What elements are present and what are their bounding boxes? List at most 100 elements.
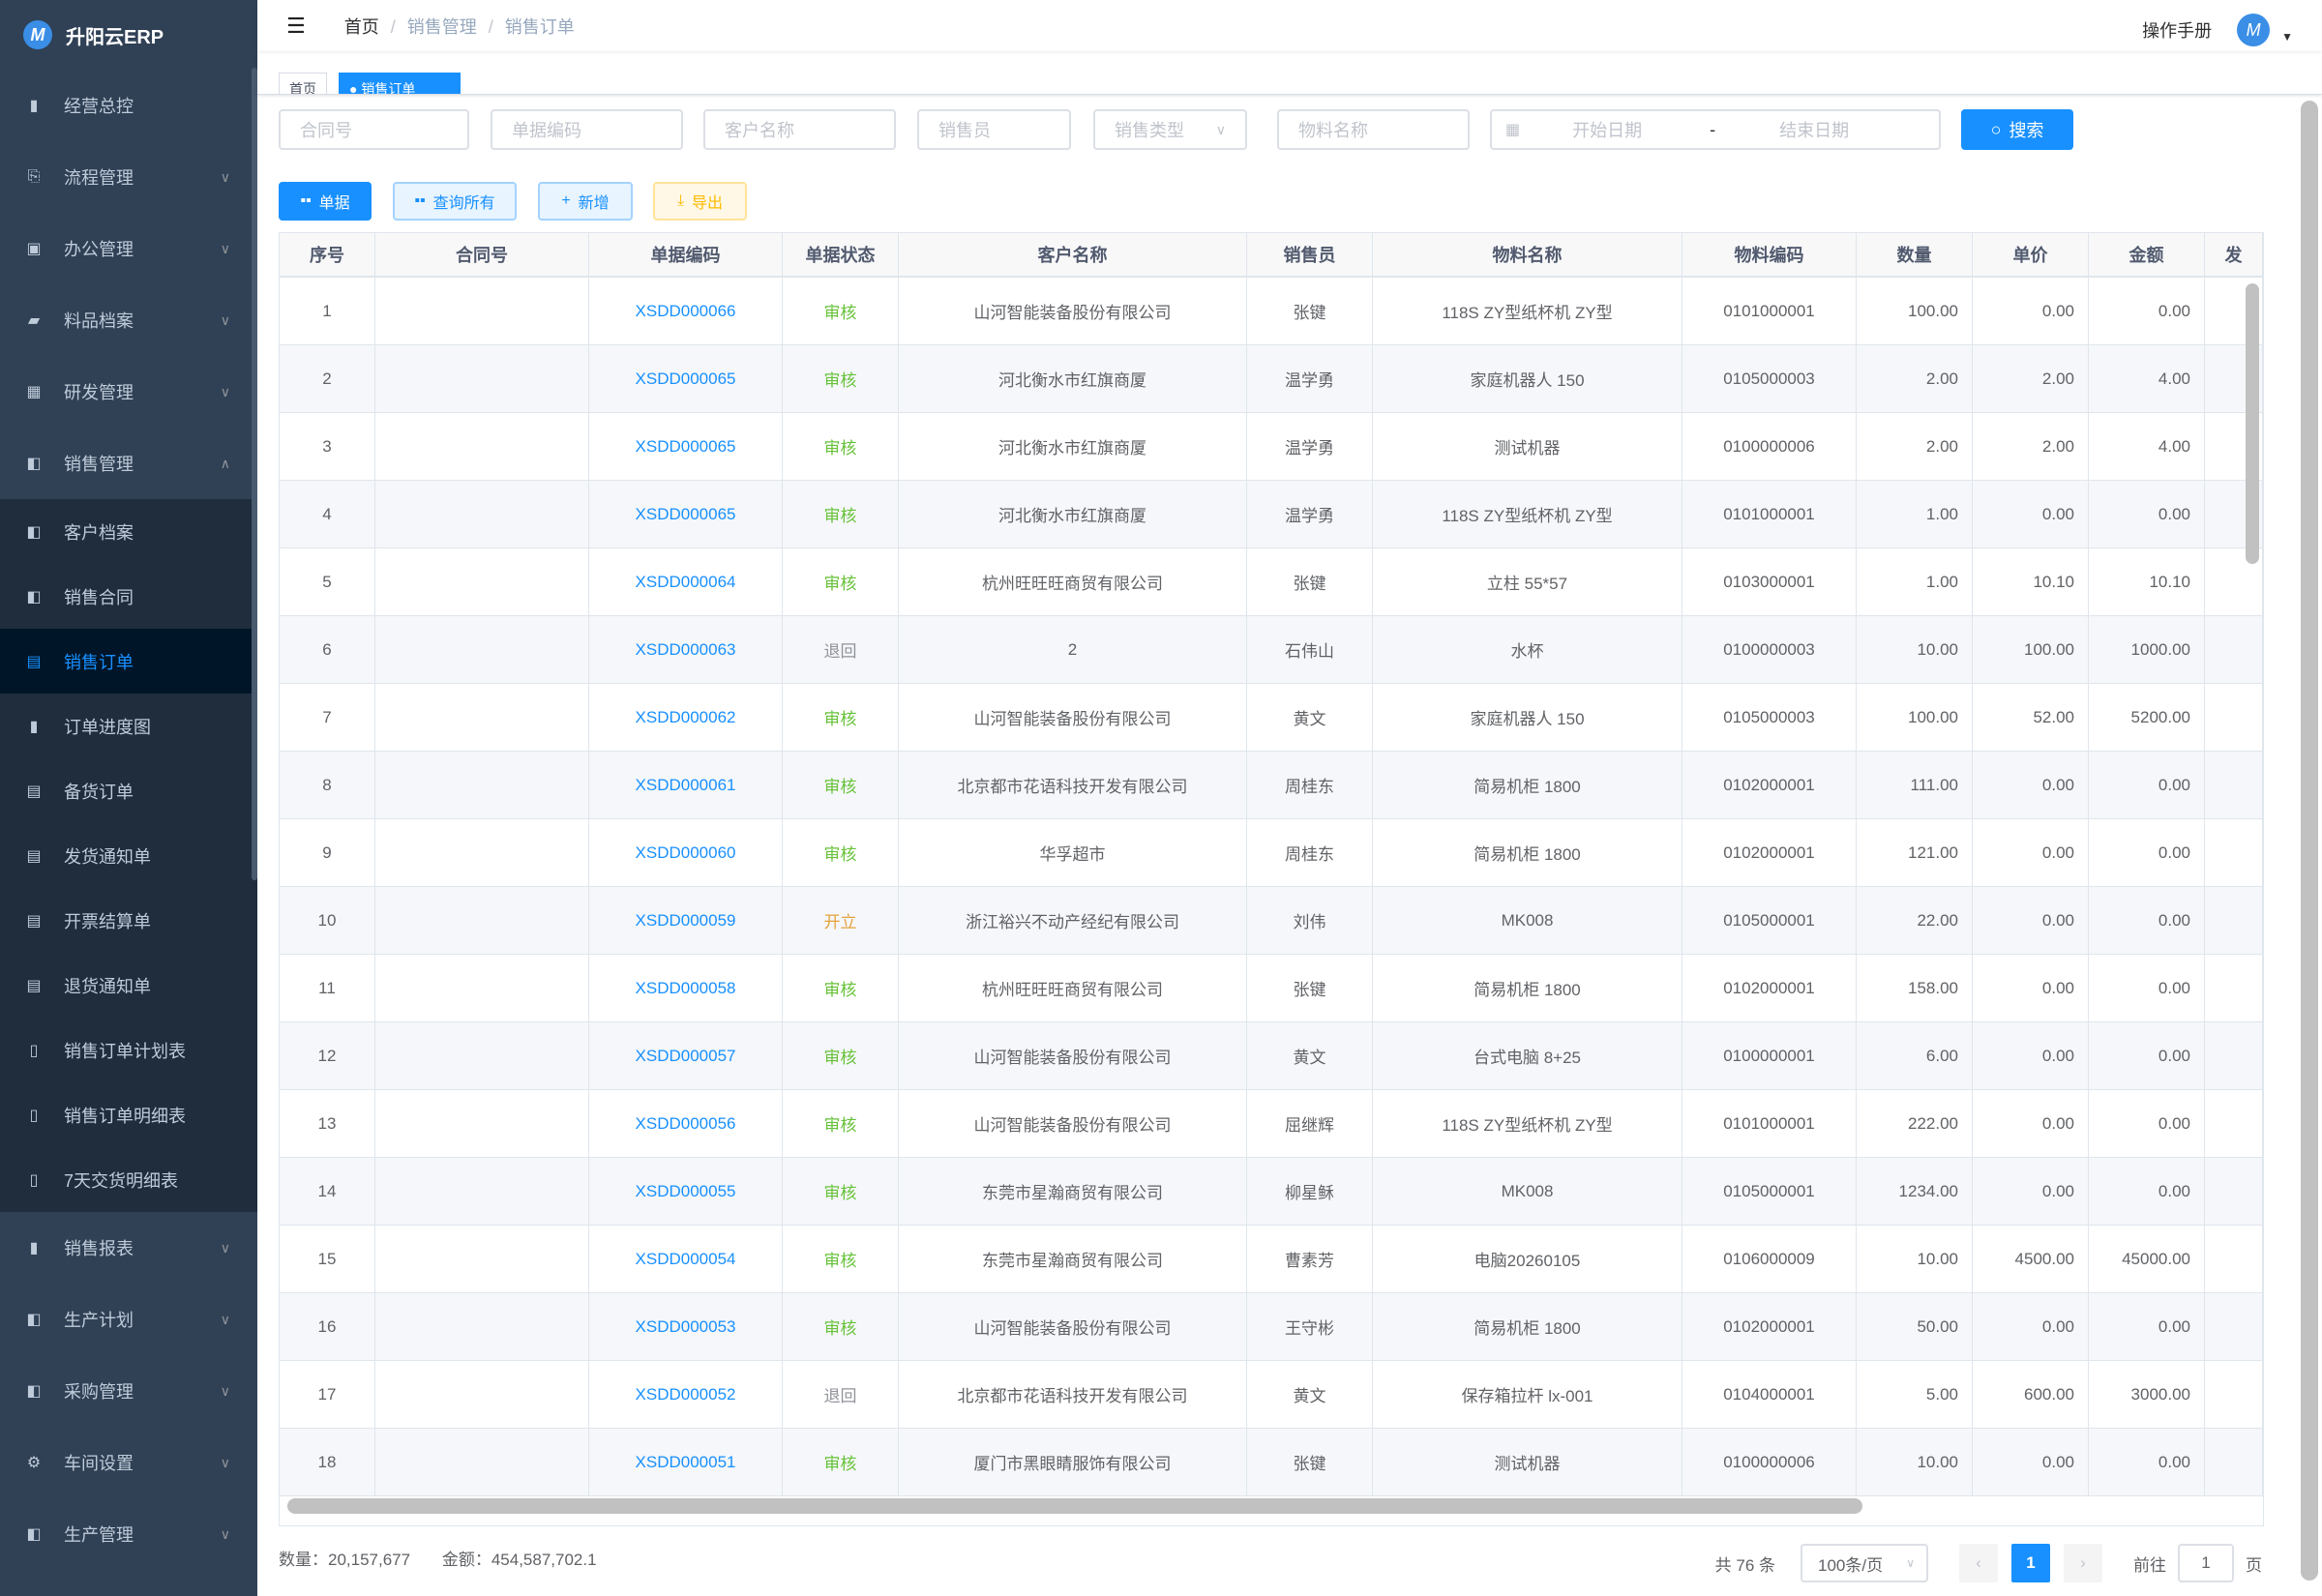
table-row[interactable]: 8 XSDD000061 审核 北京都市花语科技开发有限公司 周桂东 简易机柜 1800 0… [280,752,2263,819]
doc-code-link[interactable]: XSDD000053 [589,1293,783,1360]
manual-link[interactable]: 操作手册 [2142,21,2213,41]
doc-code-link[interactable]: XSDD000064 [589,548,783,615]
tag-home[interactable]: 首页 [279,73,327,94]
column-header[interactable]: 物料名称 [1373,233,1682,276]
table-row[interactable]: 11 XSDD000058 审核 杭州旺旺旺商贸有限公司 张键 简易机柜 1800 0102… [280,955,2263,1022]
hamburger-icon[interactable]: ☰ [286,13,306,38]
doc-code-link[interactable]: XSDD000061 [589,752,783,818]
table-row[interactable]: 15 XSDD000054 审核 东莞市星瀚商贸有限公司 曹素芳 电脑20260105 01… [280,1226,2263,1293]
doc-code-link[interactable]: XSDD000055 [589,1158,783,1225]
sidebar-item-21[interactable]: ◧ 生产管理 ∨ [0,1498,257,1570]
doc-code-link[interactable]: XSDD000062 [589,684,783,751]
column-header[interactable]: 单据状态 [783,233,899,276]
column-header[interactable]: 数量 [1857,233,1973,276]
sidebar-item-14[interactable]: ▯ 销售订单计划表 [0,1018,257,1082]
sidebar-item-7[interactable]: ◧ 销售合同 [0,564,257,629]
sidebar-item-12[interactable]: ▤ 开票结算单 [0,888,257,953]
table-row[interactable]: 4 XSDD000065 审核 河北衡水市红旗商厦 温学勇 118S ZY型纸杯机 ZY型… [280,481,2263,548]
goto-page-input[interactable]: 1 [2178,1544,2234,1582]
table-row[interactable]: 12 XSDD000057 审核 山河智能装备股份有限公司 黄文 台式电脑 8+25 010… [280,1022,2263,1090]
tag-sales-order[interactable]: ● 销售订单 [339,73,461,94]
table-row[interactable]: 16 XSDD000053 审核 山河智能装备股份有限公司 王守彬 简易机柜 1800 01… [280,1293,2263,1361]
doc-code-input[interactable]: 单据编码 [491,109,683,150]
column-header[interactable]: 销售员 [1247,233,1373,276]
table-row[interactable]: 5 XSDD000064 审核 杭州旺旺旺商贸有限公司 张键 立柱 55*57 010300… [280,548,2263,616]
column-header[interactable]: 合同号 [375,233,589,276]
doc-code-link[interactable]: XSDD000060 [589,819,783,886]
column-header[interactable]: 单价 [1973,233,2089,276]
sidebar-item-2[interactable]: ▣ 办公管理 ∨ [0,213,257,284]
doc-code-link[interactable]: XSDD000057 [589,1022,783,1089]
doc-code-link[interactable]: XSDD000059 [589,887,783,954]
doc-code-link[interactable]: XSDD000065 [589,345,783,412]
table-row[interactable]: 10 XSDD000059 开立 浙江裕兴不动产经纪有限公司 刘伟 MK008 010500… [280,887,2263,955]
table-row[interactable]: 3 XSDD000065 审核 河北衡水市红旗商厦 温学勇 测试机器 0100000006 2… [280,413,2263,481]
sidebar-item-16[interactable]: ▯ 7天交货明细表 [0,1147,257,1212]
sidebar-item-20[interactable]: ⚙ 车间设置 ∨ [0,1427,257,1498]
start-date[interactable]: 开始日期 [1572,121,1643,140]
table-horizontal-scrollbar[interactable] [287,1498,1862,1514]
doc-code-link[interactable]: XSDD000066 [589,278,783,344]
sidebar-item-3[interactable]: ▰ 料品档案 ∨ [0,284,257,356]
table-row[interactable]: 13 XSDD000056 审核 山河智能装备股份有限公司 屈继辉 118S ZY型纸杯机… [280,1090,2263,1158]
column-header[interactable]: 序号 [280,233,375,276]
avatar[interactable]: M [2237,14,2271,46]
customer-input[interactable]: 客户名称 [703,109,896,150]
sidebar-item-9[interactable]: ▮ 订单进度图 [0,694,257,758]
sales-type-select[interactable]: 销售类型 ∨ [1093,109,1247,150]
sidebar-item-22[interactable]: ◧加工车间∨ [0,1570,257,1596]
material-input[interactable]: 物料名称 [1277,109,1470,150]
sidebar-item-10[interactable]: ▤ 备货订单 [0,758,257,823]
sidebar-item-0[interactable]: ▮ 经营总控 [0,70,257,141]
table-row[interactable]: 17 XSDD000052 退回 北京都市花语科技开发有限公司 黄文 保存箱拉杆 lx-0… [280,1361,2263,1429]
sidebar-item-8[interactable]: ▤ 销售订单 [0,629,257,694]
sidebar-item-1[interactable]: ⎘ 流程管理 ∨ [0,141,257,213]
doc-button[interactable]: ▪▪ 单据 [279,182,372,221]
doc-code-link[interactable]: XSDD000051 [589,1429,783,1495]
table-row[interactable]: 14 XSDD000055 审核 东莞市星瀚商贸有限公司 柳星稣 MK008 0105000… [280,1158,2263,1226]
table-row[interactable]: 9 XSDD000060 审核 华孚超市 周桂东 简易机柜 1800 0102000001 1… [280,819,2263,887]
sidebar-scrollbar[interactable] [252,68,257,880]
prev-page-button[interactable]: ‹ [1959,1544,1998,1582]
sidebar-item-19[interactable]: ◧ 采购管理 ∨ [0,1355,257,1427]
page-scrollbar[interactable] [2301,101,2318,1581]
breadcrumb-home[interactable]: 首页 [343,16,379,37]
sidebar-item-18[interactable]: ◧ 生产计划 ∨ [0,1284,257,1355]
doc-code-link[interactable]: XSDD000056 [589,1090,783,1157]
doc-code-link[interactable]: XSDD000058 [589,955,783,1021]
doc-code-link[interactable]: XSDD000065 [589,413,783,480]
sidebar-item-17[interactable]: ▮ 销售报表 ∨ [0,1212,257,1284]
next-page-button[interactable]: › [2064,1544,2102,1582]
table-row[interactable]: 1 XSDD000066 审核 山河智能装备股份有限公司 张键 118S ZY型纸杯机 Z… [280,278,2263,345]
doc-code-link[interactable]: XSDD000052 [589,1361,783,1428]
table-row[interactable]: 7 XSDD000062 审核 山河智能装备股份有限公司 黄文 家庭机器人 150 0105… [280,684,2263,752]
table-row[interactable]: 2 XSDD000065 审核 河北衡水市红旗商厦 温学勇 家庭机器人 150 010500… [280,345,2263,413]
page-1-button[interactable]: 1 [2011,1544,2050,1582]
sidebar-item-6[interactable]: ◧ 客户档案 [0,499,257,564]
sidebar-item-5[interactable]: ◧ 销售管理 ∧ [0,428,257,499]
column-header[interactable]: 单据编码 [589,233,783,276]
contract-input[interactable]: 合同号 [279,109,469,150]
sidebar-item-11[interactable]: ▤ 发货通知单 [0,823,257,888]
column-header[interactable]: 金额 [2089,233,2205,276]
end-date[interactable]: 结束日期 [1779,121,1850,140]
date-range-picker[interactable]: ▦ 开始日期 - 结束日期 [1490,109,1941,150]
sidebar-item-15[interactable]: ▯ 销售订单明细表 [0,1082,257,1147]
doc-code-link[interactable]: XSDD000054 [589,1226,783,1292]
column-header[interactable]: 发 [2205,233,2263,276]
column-header[interactable]: 物料编码 [1682,233,1857,276]
sidebar-item-4[interactable]: ▦ 研发管理 ∨ [0,356,257,428]
column-header[interactable]: 客户名称 [899,233,1247,276]
doc-code-link[interactable]: XSDD000065 [589,481,783,547]
caret-down-icon[interactable]: ▼ [2281,30,2293,44]
table-row[interactable]: 18 XSDD000051 审核 厦门市黑眼睛服饰有限公司 张键 测试机器 01000000… [280,1429,2263,1496]
doc-code-link[interactable]: XSDD000063 [589,616,783,683]
query-all-button[interactable]: ▪▪ 查询所有 [393,182,517,221]
page-size-select[interactable]: 100条/页 ∨ [1801,1544,1928,1582]
sidebar-item-13[interactable]: ▤ 退货通知单 [0,953,257,1018]
table-vertical-scrollbar[interactable] [2246,283,2259,564]
export-button[interactable]: ⤓ 导出 [653,182,747,221]
search-button[interactable]: ○ 搜索 [1961,109,2073,150]
logo[interactable]: M 升阳云ERP [0,0,257,70]
salesman-input[interactable]: 销售员 [917,109,1071,150]
